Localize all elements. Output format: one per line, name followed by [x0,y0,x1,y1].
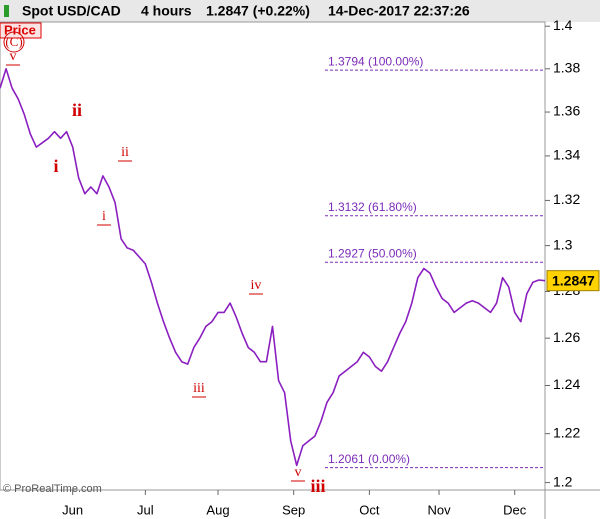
wave-label: (C) [5,34,22,49]
wave-label: ii [72,100,82,120]
instrument: Spot USD/CAD [22,3,121,19]
timestamp: 14-Dec-2017 22:37:26 [328,3,470,19]
wave-label: iii [310,476,325,496]
last-price-box [546,270,600,292]
fib-label: 1.2927 (50.00%) [328,246,417,260]
wave-label: v [295,465,302,480]
wave-label: ii [121,145,129,160]
header-bar [0,0,600,22]
header-icon [4,5,9,17]
x-tick-label: Dec [503,502,527,517]
panel-label: Price [4,22,36,37]
fib-label: 1.3794 (100.00%) [328,54,423,68]
x-tick-label: Oct [359,502,380,517]
wave-label: iii [193,381,205,396]
y-tick-label: 1.32 [553,191,580,207]
x-tick-label: Aug [206,502,229,517]
credit: © ProRealTime.com [3,483,102,495]
price-line [0,68,546,467]
x-tick-label: Jul [137,502,154,517]
wave-label: i [53,156,58,176]
y-tick-label: 1.3 [553,236,573,252]
y-tick-label: 1.38 [553,60,580,76]
y-tick-label: 1.22 [553,424,580,440]
wave-label: v [10,49,17,64]
panel-label-box [0,22,42,39]
y-tick-label: 1.24 [553,376,580,392]
y-tick-label: 1.34 [553,147,580,163]
fib-label: 1.3132 (61.80%) [328,200,417,214]
fib-label: 1.2061 (0.00%) [328,452,410,466]
wave-circle [3,31,25,53]
y-tick-label: 1.36 [553,103,580,119]
x-tick-label: Nov [427,502,451,517]
y-tick-label: 1.4 [553,17,573,33]
quote: 1.2847 (+0.22%) [206,3,310,19]
y-tick-label: 1.26 [553,329,580,345]
last-price-label: 1.2847 [552,272,595,288]
y-tick-label: 1.2 [553,473,573,489]
plot-frame [0,21,546,491]
x-tick-label: Sep [282,502,305,517]
timeframe: 4 hours [141,3,192,19]
x-tick-label: Jun [62,502,83,517]
wave-label: i [102,209,106,224]
wave-label: iv [251,278,262,293]
